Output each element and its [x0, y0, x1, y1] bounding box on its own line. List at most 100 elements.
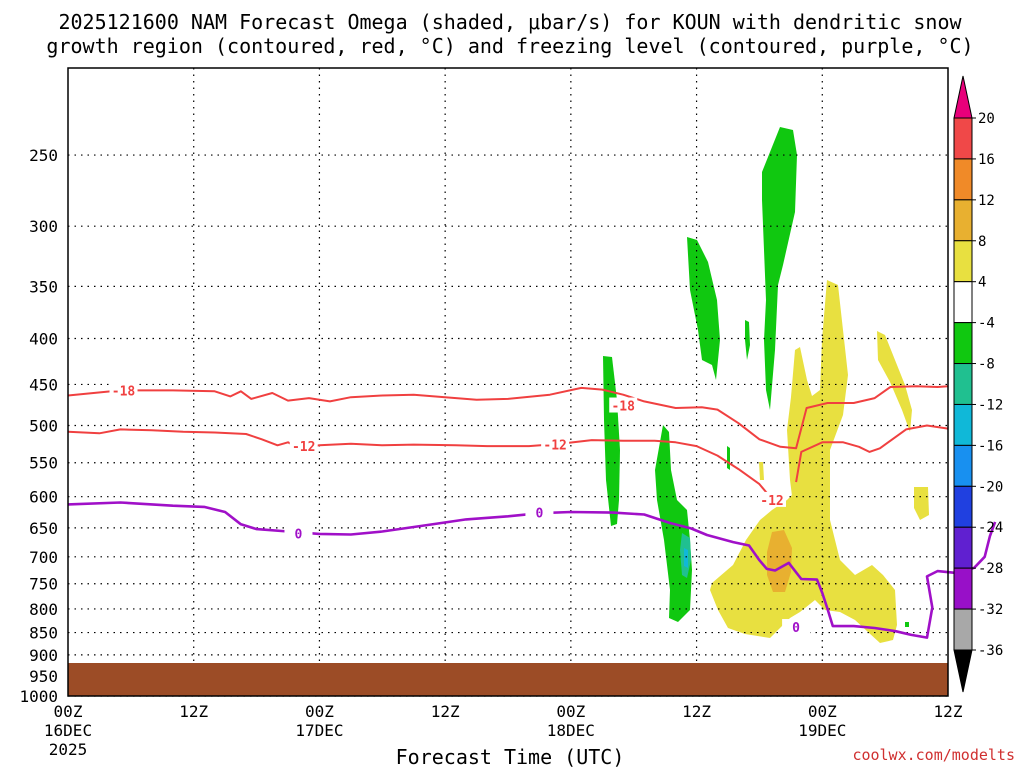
- y-tick-label: 350: [29, 277, 58, 296]
- contour-label-bg: [758, 491, 786, 507]
- plot-frame: [67, 67, 949, 697]
- colorbar-label: -24: [978, 520, 1003, 536]
- contour-label: 0: [295, 527, 303, 542]
- contour-label: -12: [760, 494, 783, 509]
- y-tick-label: 550: [29, 454, 58, 473]
- x-tick-label: 00Z: [54, 702, 83, 721]
- omega-shade-yellow: [877, 331, 912, 432]
- x-tick-label: 00Z: [808, 702, 837, 721]
- omega-shade-green: [762, 127, 797, 410]
- y-tick-label: 700: [29, 548, 58, 567]
- contour-label: -12: [292, 440, 315, 455]
- contour-minus18: [67, 385, 949, 450]
- colorbar-top-triangle: [953, 75, 973, 119]
- omega-shade-green: [745, 320, 750, 360]
- colorbar-label: -20: [978, 479, 1003, 495]
- omega-shading: [603, 127, 929, 643]
- colorbar-band: [953, 281, 973, 324]
- colorbar-label: -16: [978, 438, 1003, 454]
- y-tick-label: 950: [29, 667, 58, 686]
- y-tick-label: 1000: [19, 687, 58, 706]
- colorbar-label: -28: [978, 561, 1003, 577]
- colorbar-label: -12: [978, 397, 1003, 413]
- contour-label-bg: [525, 504, 554, 520]
- omega-shade-yellow: [787, 280, 897, 643]
- ground-surface: [68, 663, 948, 696]
- y-tick-label: 650: [29, 519, 58, 538]
- omega-shade-yellow: [914, 487, 929, 520]
- y-tick-label: 900: [29, 646, 58, 665]
- colorbar-legend: 20 16 12 8 4 -4 -8 -12 -16 -20 -24 -28 -32 -36: [953, 75, 1003, 693]
- omega-shade-green: [727, 446, 730, 470]
- y-tick-label: 450: [29, 375, 58, 394]
- pressure-axis: 250 300 350 400 450 500 550 600 650 700 750 800 850 9…: [19, 146, 58, 706]
- colorbar-band: [953, 403, 973, 446]
- colorbar-band: [953, 199, 973, 242]
- x-tick-label: 00Z: [305, 702, 334, 721]
- x-axis-label: Forecast Time (UTC): [396, 745, 625, 768]
- contour-minus12: [795, 424, 949, 483]
- x-tick-date: 19DEC: [798, 721, 846, 740]
- contour-label: -18: [611, 400, 635, 415]
- x-tick-label: 12Z: [431, 702, 460, 721]
- contour-label-bg: [782, 619, 811, 635]
- colorbar-band: [953, 240, 973, 283]
- omega-shade-orange: [767, 530, 792, 592]
- y-tick-label: 600: [29, 488, 58, 507]
- x-tick-label: 12Z: [934, 702, 963, 721]
- colorbar-label: -8: [978, 357, 995, 373]
- y-tick-label: 500: [29, 417, 58, 436]
- colorbar-band: [953, 608, 973, 651]
- colorbar-label: 8: [978, 234, 986, 250]
- colorbar-label: -36: [978, 643, 1003, 659]
- x-tick-year: 2025: [49, 740, 88, 759]
- y-tick-label: 400: [29, 329, 58, 348]
- y-tick-label: 250: [29, 146, 58, 165]
- colorbar-label: 16: [978, 152, 995, 168]
- x-tick-date: 18DEC: [547, 721, 595, 740]
- x-tick-label: 00Z: [556, 702, 585, 721]
- contour-label: 0: [536, 507, 544, 522]
- x-tick-date: 16DEC: [44, 721, 92, 740]
- colorbar-label: 4: [978, 275, 986, 291]
- contour-label: -18: [112, 384, 136, 399]
- colorbar-band: [953, 567, 973, 610]
- colorbar-band: [953, 322, 973, 365]
- credit-text: coolwx.com/modelts: [852, 746, 1015, 764]
- colorbar-band: [953, 363, 973, 405]
- contour-label-bg: [284, 525, 313, 541]
- contour-label-bg: [109, 382, 138, 398]
- contour-minus12: [67, 428, 781, 505]
- omega-shade-green: [905, 622, 909, 627]
- colorbar-band: [953, 117, 973, 160]
- omega-shade-yellow: [759, 462, 764, 480]
- contour-label-bg: [541, 436, 570, 452]
- y-tick-label: 850: [29, 624, 58, 643]
- y-tick-label: 750: [29, 575, 58, 594]
- colorbar-bottom-triangle: [953, 649, 973, 693]
- chart-title-line2: growth region (contoured, red, °C) and f…: [46, 34, 973, 58]
- y-tick-label: 800: [29, 600, 58, 619]
- isotherm-contours: -18 -18 -12 -12 -12 0 0 0: [67, 382, 997, 639]
- omega-shade-blue: [684, 548, 688, 568]
- colorbar-label: 12: [978, 193, 995, 209]
- contour-label: 0: [792, 621, 800, 636]
- plot-grid: [68, 68, 948, 697]
- colorbar-label: 20: [978, 111, 995, 127]
- colorbar-label: -4: [978, 316, 995, 332]
- x-tick-date: 17DEC: [295, 721, 343, 740]
- x-tick-label: 12Z: [179, 702, 208, 721]
- colorbar-band: [953, 158, 973, 201]
- colorbar-label: -32: [978, 602, 1003, 618]
- chart-title-line1: 2025121600 NAM Forecast Omega (shaded, μ…: [58, 10, 962, 34]
- omega-shade-green: [687, 237, 720, 380]
- contour-label: -12: [543, 439, 566, 454]
- contour-label-bg: [609, 397, 638, 413]
- colorbar-band: [953, 485, 973, 528]
- y-tick-label: 300: [29, 217, 58, 236]
- colorbar-band: [953, 444, 973, 487]
- contour-label-bg: [289, 438, 318, 454]
- colorbar-band: [953, 526, 973, 569]
